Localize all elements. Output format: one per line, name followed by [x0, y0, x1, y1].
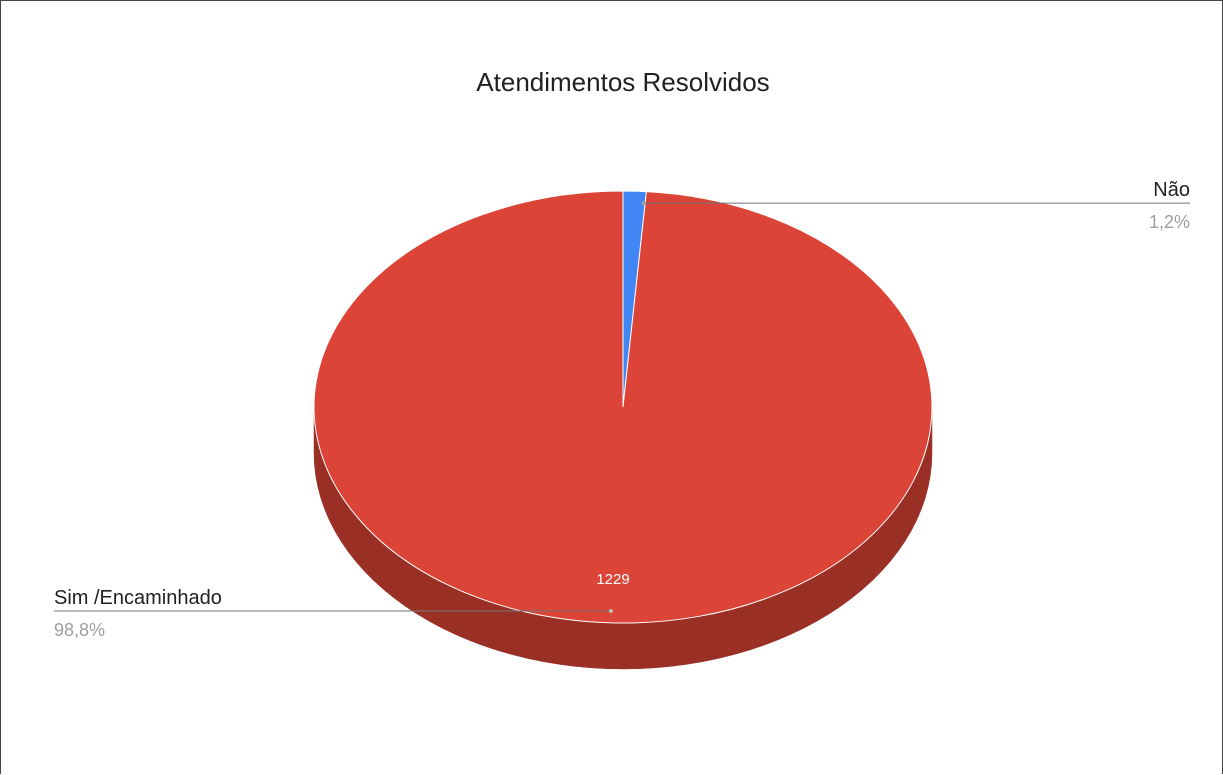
- labels-group: Não 1,2% Sim /Encaminhado 98,8% 1229: [54, 179, 1190, 640]
- slice-percent-1: 98,8%: [54, 620, 105, 640]
- slice-percent-0: 1,2%: [1149, 212, 1190, 232]
- pie-top-group: [313, 190, 933, 624]
- leader-dot-0: [641, 201, 646, 206]
- leader-dot-1: [609, 609, 613, 613]
- slice-label-1: Sim /Encaminhado: [54, 587, 222, 609]
- pie-slice-1[interactable]: [313, 190, 933, 624]
- chart-title: Atendimentos Resolvidos: [476, 67, 769, 97]
- slice-data-label-1: 1229: [596, 571, 629, 588]
- slice-label-0: Não: [1153, 179, 1190, 201]
- leader-lines-group: [54, 201, 1190, 613]
